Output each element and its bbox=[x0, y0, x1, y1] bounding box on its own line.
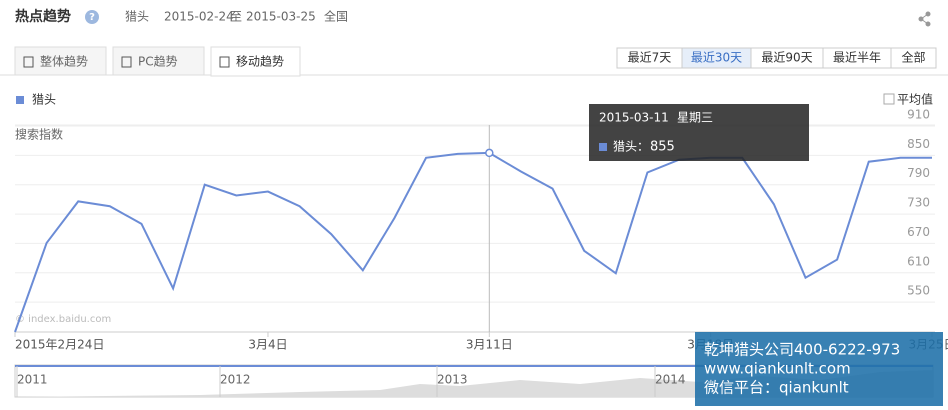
y-axis-title: 搜索指数 bbox=[15, 127, 63, 142]
range-label[interactable]: 全部 bbox=[901, 50, 925, 65]
share-icon[interactable] bbox=[918, 11, 931, 27]
tooltip-value: 855 bbox=[650, 140, 675, 155]
help-icon[interactable] bbox=[85, 10, 99, 24]
range-label[interactable]: 最近半年 bbox=[833, 51, 881, 65]
tab-icon bbox=[121, 56, 132, 68]
end-date: 2015-03-25 bbox=[246, 10, 316, 24]
year-label: 2013 bbox=[437, 373, 468, 387]
x-tick-label: 3月4日 bbox=[248, 338, 287, 352]
year-label: 2014 bbox=[655, 373, 686, 387]
y-tick-label: 790 bbox=[907, 166, 930, 180]
average-label[interactable]: 平均值 bbox=[897, 92, 933, 107]
range-button[interactable] bbox=[890, 47, 937, 69]
y-tick-label: 670 bbox=[907, 225, 930, 239]
tab[interactable] bbox=[210, 46, 301, 77]
y-tick-label: 850 bbox=[907, 137, 930, 151]
x-tick-label: 2015年2月24日 bbox=[15, 338, 104, 352]
y-tick-label: 730 bbox=[907, 196, 930, 210]
tab[interactable] bbox=[14, 46, 107, 76]
tab-icon bbox=[23, 56, 34, 68]
ad-line: 乾坤猎头公司400-6222-973 bbox=[704, 341, 900, 359]
tab[interactable] bbox=[112, 46, 205, 76]
tooltip-sep: ： bbox=[637, 140, 649, 154]
start-date: 2015-02-24 bbox=[164, 10, 234, 24]
title: 热点趋势 bbox=[15, 8, 71, 25]
x-tick-label: 3月11日 bbox=[466, 338, 513, 352]
tab-label[interactable]: 整体趋势 bbox=[40, 54, 88, 69]
y-tick-label: 910 bbox=[907, 107, 930, 121]
range-label[interactable]: 最近30天 bbox=[691, 51, 742, 65]
range-label[interactable]: 最近7天 bbox=[628, 51, 672, 65]
date-sep: 至 bbox=[230, 10, 242, 24]
help-mark: ? bbox=[89, 12, 95, 23]
ad-line: www.qiankunlt.com bbox=[704, 360, 851, 378]
tab-label[interactable]: PC趋势 bbox=[138, 55, 178, 69]
legend-label[interactable]: 猎头 bbox=[32, 93, 56, 107]
keyword: 猎头 bbox=[125, 10, 149, 24]
tab-icon bbox=[219, 56, 230, 68]
watermark: © index.baidu.com bbox=[15, 314, 111, 325]
region: 全国 bbox=[324, 9, 348, 24]
average-checkbox[interactable] bbox=[883, 93, 895, 105]
legend-swatch bbox=[16, 96, 24, 104]
ad-box bbox=[695, 332, 943, 406]
ad-line: 微信平台：qiankunlt bbox=[704, 379, 849, 397]
tooltip-box bbox=[589, 104, 809, 161]
year-label: 2012 bbox=[220, 373, 251, 387]
series-line bbox=[14, 151, 932, 333]
year-label: 2011 bbox=[17, 373, 48, 387]
tab-label[interactable]: 移动趋势 bbox=[236, 55, 284, 69]
tooltip-swatch bbox=[599, 143, 607, 151]
hover-point bbox=[485, 148, 494, 158]
tooltip-weekday: 星期三 bbox=[677, 111, 713, 125]
tooltip-name: 猎头 bbox=[613, 140, 637, 154]
y-tick-label: 550 bbox=[907, 284, 930, 298]
range-label[interactable]: 最近90天 bbox=[761, 51, 812, 65]
tooltip-date: 2015-03-11 bbox=[599, 111, 669, 125]
y-tick-label: 610 bbox=[907, 254, 930, 268]
